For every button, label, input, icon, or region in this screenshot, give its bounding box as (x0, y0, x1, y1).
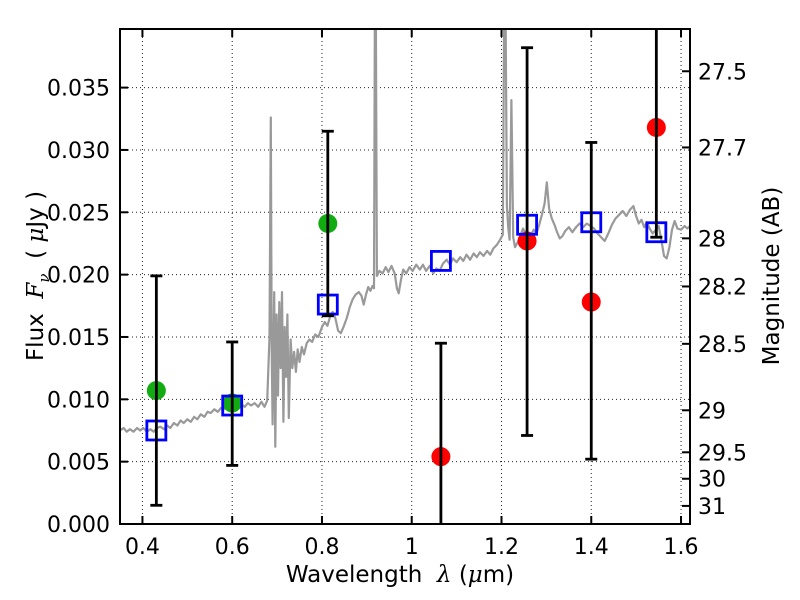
lambda-symbol: λ (436, 562, 452, 588)
mag-tick-label: 31 (698, 495, 726, 520)
x-tick-label: 0.6 (215, 535, 250, 560)
y-tick-label: 0.015 (47, 326, 110, 351)
x-tick-label: 1 (405, 535, 419, 560)
flux-symbol: F (23, 282, 49, 299)
y-tick-label: 0.030 (47, 139, 110, 164)
nu-subscript: ν (35, 273, 53, 283)
x-tick-label: 1.4 (574, 535, 609, 560)
mag-tick-label: 28 (698, 227, 726, 252)
mag-tick-label: 28.5 (698, 333, 747, 358)
magnitude-label-text: Magnitude (AB) (759, 186, 785, 366)
x-axis-label: Wavelength λ (μm) (286, 562, 514, 588)
y-tick-label: 0.005 (47, 451, 110, 476)
mag-tick-label: 28.2 (698, 275, 747, 300)
x-tick-label: 0.8 (304, 535, 339, 560)
x-tick-label: 1.2 (484, 535, 519, 560)
flux-unit-close: Jy ) (23, 190, 49, 228)
model-spectrum-line (120, 29, 690, 448)
y-axis-label-flux: Flux Fν ( μJy ) (23, 191, 53, 361)
mag-tick-label: 29.5 (698, 441, 747, 466)
mu-symbol-flux: μ (23, 227, 49, 243)
mag-tick-label: 27.5 (698, 60, 747, 85)
y-tick-label: 0.000 (47, 513, 110, 538)
y-axis-label-magnitude: Magnitude (AB) (759, 187, 785, 366)
model-photometry-blue-marker (430, 250, 452, 272)
x-tick-label: 0.4 (125, 535, 160, 560)
mag-tick-label: 27.7 (698, 136, 747, 161)
mu-symbol: μ (467, 562, 483, 588)
mag-tick-label: 30 (698, 468, 726, 493)
x-axis-unit-open: ( (458, 562, 468, 588)
y-tick-label: 0.025 (47, 201, 110, 226)
y-tick-label: 0.020 (47, 264, 110, 289)
y-tick-label: 0.010 (47, 388, 110, 413)
x-axis-unit-close: m) (482, 562, 515, 588)
y-tick-label: 0.035 (47, 77, 110, 102)
x-tick-label: 1.6 (664, 535, 699, 560)
mag-tick-label: 29 (698, 399, 726, 424)
axes-frame (119, 28, 691, 525)
x-axis-label-text: Wavelength (285, 562, 423, 588)
flux-label-text: Flux (23, 313, 49, 362)
flux-unit-open: ( (23, 249, 49, 259)
